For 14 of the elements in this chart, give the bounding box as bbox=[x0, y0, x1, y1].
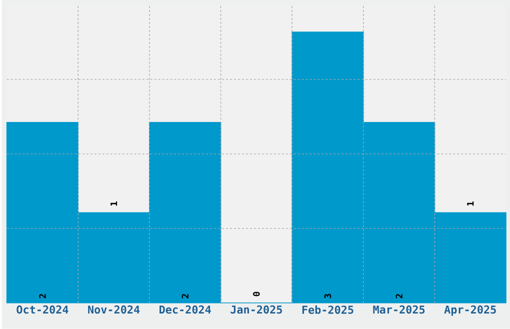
data-label: 1 bbox=[110, 202, 118, 206]
data-label: 2 bbox=[396, 294, 402, 298]
x-tick-label: Mar-2025 bbox=[373, 306, 425, 314]
x-tick-label: Dec-2024 bbox=[160, 306, 211, 314]
data-label: 1 bbox=[467, 202, 474, 206]
data-label: 2 bbox=[182, 294, 188, 298]
data-label: 2 bbox=[39, 294, 46, 298]
x-tick-label: Feb-2025 bbox=[302, 306, 354, 314]
data-label: 3 bbox=[324, 294, 332, 298]
x-tick-label: Apr-2025 bbox=[444, 306, 496, 316]
x-tick-label: Nov-2024 bbox=[88, 306, 140, 314]
x-tick-label: Jan-2025 bbox=[230, 306, 282, 314]
x-tick-label: Oct-2024 bbox=[16, 306, 68, 314]
data-label: 0 bbox=[253, 292, 260, 296]
